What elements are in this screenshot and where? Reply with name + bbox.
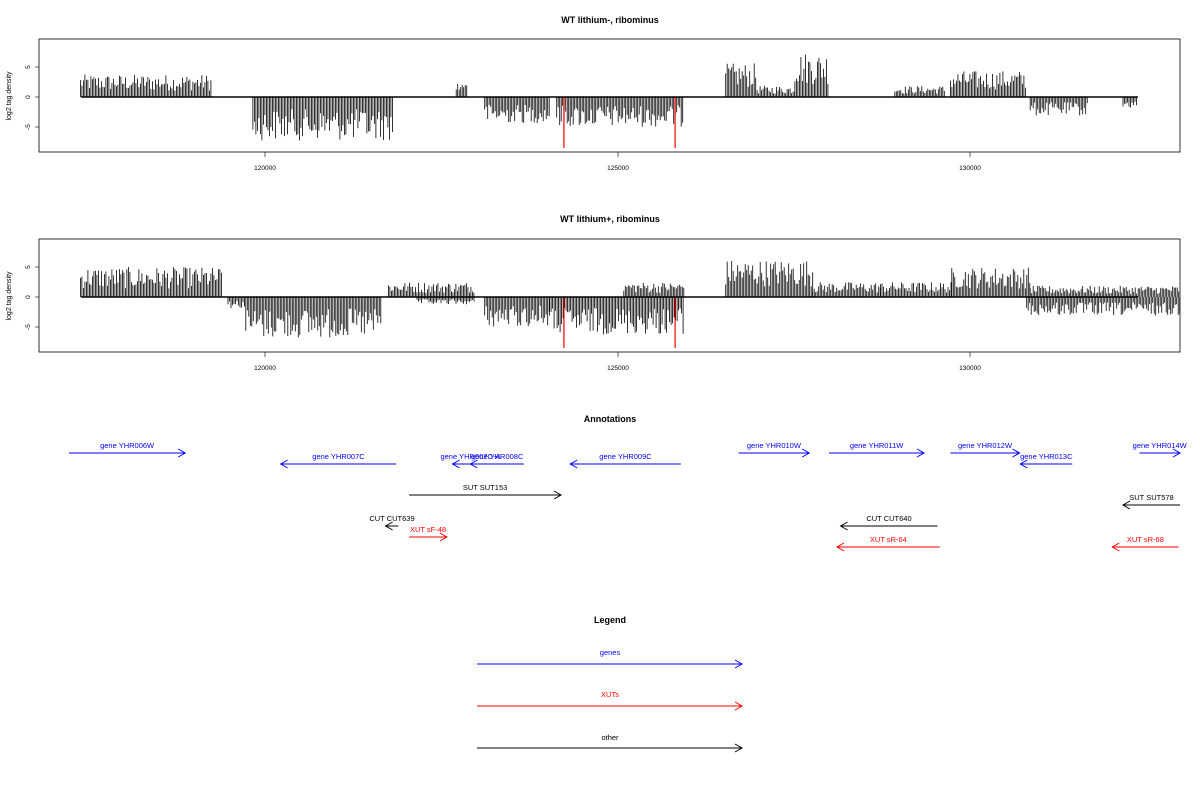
annotation-feature: gene YHR010W [738,441,811,458]
feature-label: gene YHR007C [312,452,365,461]
annotation-feature: gene YHR009C [569,452,681,469]
feature-label: gene YHR013C [1020,452,1073,461]
annotation-feature: gene YHR011W [829,441,926,458]
feature-label: gene YHR006W [100,441,155,450]
arrowhead-icon [835,542,845,552]
feature-label: CUT CUT640 [866,514,911,523]
annotation-feature: XUT sF-48 [409,525,448,542]
arrowhead-icon [439,532,448,542]
arrowhead-icon [734,743,744,753]
panel-title: WT lithium-, ribominus [561,15,659,25]
annotations-panel: Annotations gene YHR006W gene YHR007C gene… [69,414,1188,552]
x-tick-label: 120000 [254,365,276,372]
y-axis-label: log2 tag density [6,71,13,121]
y-axis: 5 0 -5 [25,265,39,330]
feature-label: gene YHR014W [1133,441,1188,450]
y-tick-label: 5 [25,265,32,269]
legend-label: genes [600,648,621,657]
plot-frame [38,38,1181,153]
feature-label: CUT CUT639 [369,514,414,523]
annotation-feature: CUT CUT639 [369,514,415,531]
legend-title: Legend [594,615,626,625]
feature-label: gene YHR012W [958,441,1013,450]
annotation-feature: gene YHR006W [69,441,187,458]
annotation-feature: gene YHR013C [1019,452,1073,469]
feature-label: SUT SUT578 [1129,493,1173,502]
feature-label: XUT sR-68 [1127,535,1164,544]
y-tick-label: 0 [25,295,32,299]
panel-lithium-plus: WT lithium+, ribominus log2 tag density … [6,214,1181,372]
arrowhead-icon [1121,500,1131,510]
feature-label: SUT SUT153 [463,483,507,492]
arrowhead-icon [839,521,848,531]
y-axis-label: log2 tag density [6,271,13,321]
feature-label: gene YHR007C-A [440,452,500,461]
y-tick-label: 0 [25,95,32,99]
annotation-feature: gene YHR008C [469,452,524,469]
annotation-feature: SUT SUT153 [409,483,563,500]
feature-label: gene YHR011W [850,441,904,450]
annotation-feature: SUT SUT578 [1121,493,1180,510]
density-bars [80,261,1181,348]
panel-title: WT lithium+, ribominus [560,214,660,224]
arrowhead-icon [1012,448,1021,458]
arrowhead-icon [734,701,744,711]
arrowhead-icon [1019,459,1028,469]
x-tick-label: 125000 [607,165,629,172]
x-axis: 120000 125000 130000 [254,352,981,372]
y-axis: 5 0 -5 [25,65,39,130]
annotation-feature: XUT sR-68 [1111,535,1179,552]
annotation-feature: gene YHR014W [1133,441,1188,458]
arrowhead-icon [384,521,393,531]
annotation-feature: gene YHR007C [279,452,397,469]
y-tick-label: -5 [25,124,32,130]
arrowhead-icon [451,459,460,469]
x-tick-label: 125000 [607,365,629,372]
arrowhead-icon [177,448,187,458]
arrowhead-icon [569,459,578,469]
feature-label: XUT sR-64 [870,535,907,544]
annotations-title: Annotations [584,414,637,424]
annotation-feature: CUT CUT640 [839,514,938,531]
x-tick-label: 130000 [959,165,981,172]
legend-label: other [601,733,619,742]
arrowhead-icon [801,448,811,458]
arrowhead-icon [279,459,288,469]
arrowhead-icon [469,459,478,469]
arrowhead-icon [734,659,744,669]
panel-lithium-minus: WT lithium-, ribominus log2 tag density … [6,15,1181,172]
legend-panel: Legend genes XUTs other [477,615,744,753]
legend-item-other: other [477,733,744,753]
legend-item-genes: genes [477,648,744,669]
arrowhead-icon [1172,448,1182,458]
y-tick-label: 5 [25,65,32,69]
feature-label: gene YHR010W [747,441,802,450]
y-tick-label: -5 [25,324,32,330]
density-bars [80,54,1137,148]
x-tick-label: 120000 [254,165,276,172]
feature-label: XUT sF-48 [410,525,446,534]
legend-label: XUTs [601,690,619,699]
arrowhead-icon [916,448,926,458]
annotation-feature: gene YHR012W [950,441,1021,458]
x-axis: 120000 125000 130000 [254,152,981,172]
arrowhead-icon [553,490,563,500]
arrowhead-icon [1111,542,1120,552]
feature-label: gene YHR008C [471,452,524,461]
plot-frame [38,238,1181,353]
feature-label: gene YHR009C [599,452,652,461]
x-tick-label: 130000 [959,365,981,372]
annotation-feature: XUT sR-64 [835,535,940,552]
legend-item-xuts: XUTs [477,690,744,711]
